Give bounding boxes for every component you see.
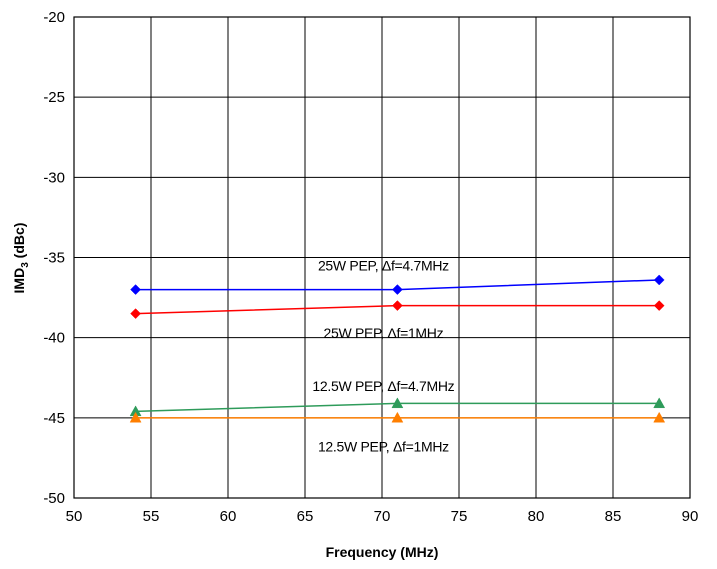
annotations: 25W PEP, Δf=4.7MHz 25W PEP, Δf=1MHz 12.5W … bbox=[312, 258, 455, 455]
data-point bbox=[653, 411, 666, 423]
series-4 bbox=[129, 411, 666, 423]
data-point bbox=[130, 308, 141, 319]
x-tick-label: 70 bbox=[374, 508, 391, 525]
data-point bbox=[653, 397, 666, 409]
y-tick-label: -50 bbox=[43, 490, 65, 507]
x-tick-label: 60 bbox=[220, 508, 237, 525]
series-annotation: 25W PEP, Δf=1MHz bbox=[323, 325, 443, 341]
y-tick-labels: -20 -25 -30 -35 -40 -45 -50 bbox=[43, 9, 65, 507]
data-point bbox=[392, 284, 403, 295]
data-point bbox=[129, 411, 142, 423]
data-point bbox=[391, 397, 404, 409]
data-point bbox=[130, 284, 141, 295]
x-tick-label: 80 bbox=[528, 508, 545, 525]
series-annotation: 12.5W PEP, Δf=4.7MHz bbox=[312, 378, 454, 394]
data-point bbox=[392, 300, 403, 311]
x-tick-label: 65 bbox=[297, 508, 314, 525]
y-tick-label: -20 bbox=[43, 9, 65, 26]
data-point bbox=[391, 411, 404, 423]
y-axis-title-subscript: 3 bbox=[20, 262, 31, 268]
x-tick-label: 85 bbox=[605, 508, 622, 525]
series-3 bbox=[129, 397, 666, 417]
y-axis-title-unit: (dBc) bbox=[11, 223, 27, 263]
x-tick-labels: 50 55 60 65 70 75 80 85 90 bbox=[66, 508, 699, 525]
series-layer bbox=[129, 274, 666, 423]
series-annotation: 12.5W PEP, Δf=1MHz bbox=[318, 439, 449, 455]
series-annotation: 25W PEP, Δf=4.7MHz bbox=[318, 258, 449, 274]
x-tick-label: 50 bbox=[66, 508, 83, 525]
x-tick-label: 90 bbox=[682, 508, 699, 525]
y-tick-label: -45 bbox=[43, 410, 65, 427]
y-tick-label: -30 bbox=[43, 169, 65, 186]
y-tick-label: -40 bbox=[43, 330, 65, 347]
y-axis-title: IMD3 (dBc) bbox=[11, 223, 31, 294]
data-point bbox=[653, 300, 665, 311]
y-tick-label: -25 bbox=[43, 89, 65, 106]
series-2 bbox=[130, 300, 665, 319]
plot-frame bbox=[73, 16, 691, 499]
data-point bbox=[653, 274, 665, 286]
x-tick-label: 75 bbox=[451, 508, 468, 525]
x-axis-title: Frequency (MHz) bbox=[326, 544, 439, 560]
series-1 bbox=[130, 274, 665, 295]
y-axis-title-main: IMD bbox=[11, 268, 27, 294]
x-tick-label: 55 bbox=[143, 508, 160, 525]
y-tick-label: -35 bbox=[43, 250, 65, 267]
